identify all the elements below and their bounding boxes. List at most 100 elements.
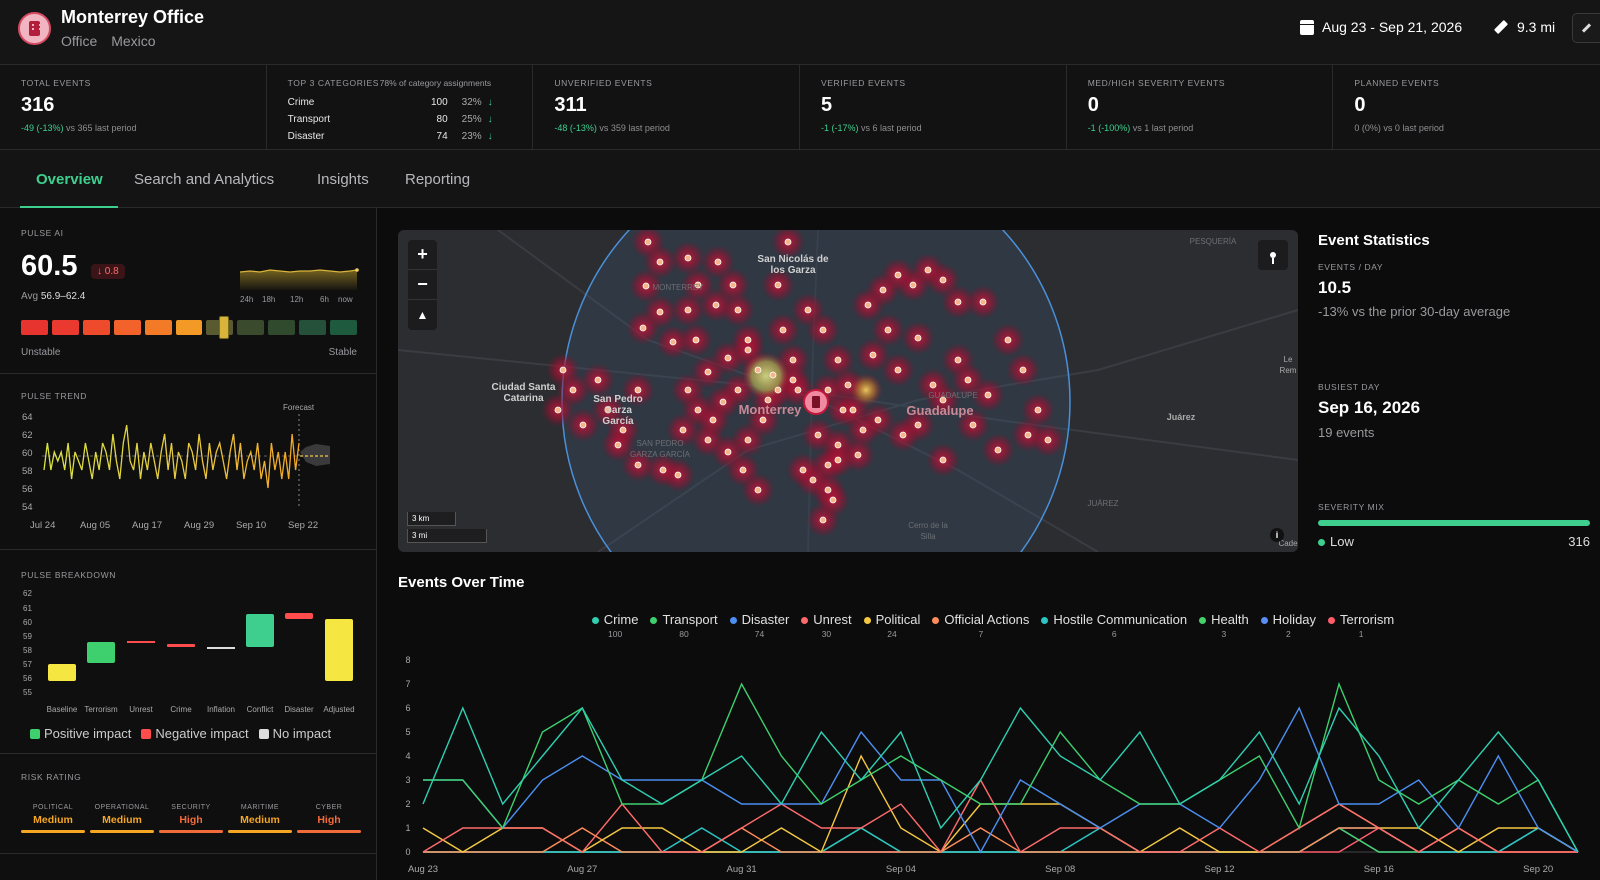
event-point[interactable] [799, 466, 807, 474]
event-point[interactable] [994, 446, 1002, 454]
zoom-out-button[interactable]: − [408, 270, 437, 300]
event-point[interactable] [679, 426, 687, 434]
event-point[interactable] [759, 416, 767, 424]
tab-overview[interactable]: Overview [36, 171, 103, 188]
risk-item-security[interactable]: SECURITY High [159, 804, 223, 833]
event-point[interactable] [734, 306, 742, 314]
legend-health[interactable]: Health 3 [1199, 612, 1249, 639]
event-point[interactable] [739, 466, 747, 474]
series-line-crime[interactable] [422, 706, 1579, 853]
event-point[interactable] [719, 398, 727, 406]
event-point[interactable] [964, 376, 972, 384]
event-point[interactable] [819, 516, 827, 524]
legend-disaster[interactable]: Disaster 74 [729, 612, 789, 639]
event-point[interactable] [754, 486, 762, 494]
event-point[interactable] [829, 496, 837, 504]
series-line-disaster[interactable] [423, 706, 1579, 854]
legend-transport[interactable]: Transport 80 [650, 612, 718, 639]
event-point[interactable] [899, 431, 907, 439]
event-point[interactable] [642, 282, 650, 290]
event-point[interactable] [659, 466, 667, 474]
event-point[interactable] [824, 486, 832, 494]
event-point[interactable] [764, 396, 772, 404]
event-point[interactable] [1044, 436, 1052, 444]
series-line-transport[interactable] [423, 681, 1579, 853]
event-point[interactable] [914, 334, 922, 342]
event-point[interactable] [644, 238, 652, 246]
event-point[interactable] [809, 476, 817, 484]
event-point[interactable] [824, 386, 832, 394]
tab-search-analytics[interactable]: Search and Analytics [134, 171, 275, 188]
tab-reporting[interactable]: Reporting [405, 171, 471, 188]
event-point[interactable] [864, 301, 872, 309]
event-point[interactable] [639, 324, 647, 332]
event-point[interactable] [834, 456, 842, 464]
event-point[interactable] [744, 336, 752, 344]
event-map[interactable]: San Nicolás de los Garza Ciudad Santa Ca… [398, 230, 1298, 552]
event-point[interactable] [859, 426, 867, 434]
event-point[interactable] [1034, 406, 1042, 414]
event-point[interactable] [634, 386, 642, 394]
event-point[interactable] [604, 406, 612, 414]
legend-crime[interactable]: Crime 100 [591, 612, 638, 639]
event-point[interactable] [744, 436, 752, 444]
legend-holiday[interactable]: Holiday 2 [1260, 612, 1316, 639]
kpi-planned-events[interactable]: PLANNED EVENTS 0 0 (0%) vs 0 last period [1333, 65, 1600, 150]
event-point[interactable] [754, 366, 762, 374]
event-point[interactable] [712, 301, 720, 309]
event-point[interactable] [714, 258, 722, 266]
event-point[interactable] [1004, 336, 1012, 344]
event-point[interactable] [839, 406, 847, 414]
event-point[interactable] [656, 308, 664, 316]
event-point[interactable] [569, 386, 577, 394]
event-point[interactable] [692, 336, 700, 344]
event-point[interactable] [709, 416, 717, 424]
event-point[interactable] [769, 371, 777, 379]
kpi-total-events[interactable]: TOTAL EVENTS 316 -49 (-13%) vs 365 last … [0, 65, 267, 150]
risk-item-operational[interactable]: OPERATIONAL Medium [90, 804, 154, 833]
event-point[interactable] [734, 386, 742, 394]
event-point[interactable] [884, 326, 892, 334]
location-pin-button[interactable] [1258, 240, 1288, 270]
event-point[interactable] [849, 406, 857, 414]
event-point[interactable] [724, 354, 732, 362]
event-point[interactable] [704, 368, 712, 376]
event-point[interactable] [579, 421, 587, 429]
event-point[interactable] [924, 266, 932, 274]
kpi-top-categories[interactable]: TOP 3 CATEGORIES 78% of category assignm… [267, 65, 534, 150]
event-point[interactable] [909, 281, 917, 289]
event-point[interactable] [1019, 366, 1027, 374]
legend-official-actions[interactable]: Official Actions 7 [932, 612, 1029, 639]
event-point[interactable] [669, 338, 677, 346]
event-point[interactable] [854, 451, 862, 459]
tab-insights[interactable]: Insights [317, 171, 369, 188]
event-point[interactable] [729, 281, 737, 289]
event-point[interactable] [594, 376, 602, 384]
event-point[interactable] [684, 254, 692, 262]
event-point[interactable] [794, 386, 802, 394]
event-point[interactable] [939, 276, 947, 284]
risk-item-maritime[interactable]: MARITIME Medium [228, 804, 292, 833]
event-point[interactable] [814, 431, 822, 439]
event-point[interactable] [779, 326, 787, 334]
compass-reset-button[interactable]: ▲ [416, 308, 429, 322]
radius-selector[interactable]: 9.3 mi [1493, 19, 1555, 35]
event-point[interactable] [789, 356, 797, 364]
event-point[interactable] [674, 471, 682, 479]
event-point[interactable] [969, 421, 977, 429]
event-point[interactable] [684, 386, 692, 394]
edit-button[interactable] [1572, 13, 1600, 43]
event-point[interactable] [656, 258, 664, 266]
event-point[interactable] [844, 381, 852, 389]
legend-political[interactable]: Political 24 [863, 612, 920, 639]
event-point[interactable] [694, 406, 702, 414]
event-point[interactable] [704, 436, 712, 444]
risk-item-political[interactable]: POLITICAL Medium [21, 804, 85, 833]
event-point[interactable] [879, 286, 887, 294]
event-point[interactable] [869, 351, 877, 359]
event-point[interactable] [634, 461, 642, 469]
kpi-severity-events[interactable]: MED/HIGH SEVERITY EVENTS 0 -1 (-100%) vs… [1067, 65, 1334, 150]
zoom-in-button[interactable]: + [408, 240, 437, 270]
event-point[interactable] [554, 406, 562, 414]
series-line-official-actions[interactable] [423, 827, 1578, 853]
